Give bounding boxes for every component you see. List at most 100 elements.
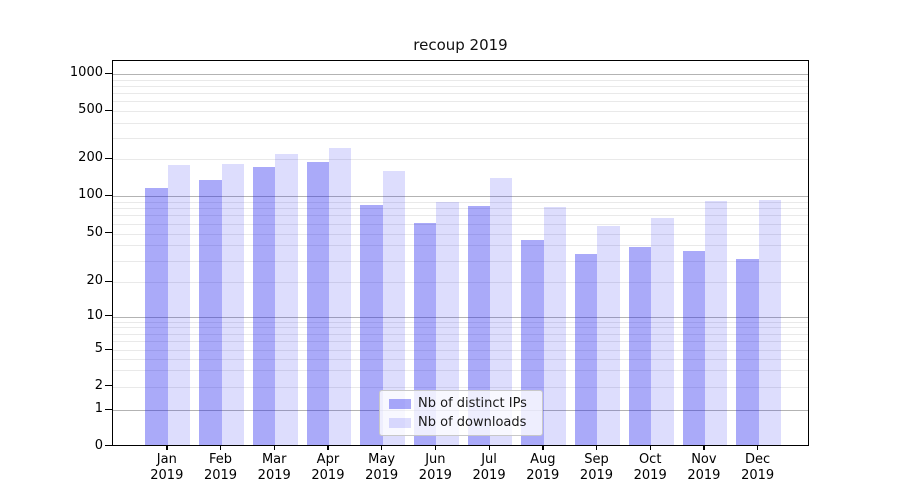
- y-tick-mark: [105, 385, 112, 387]
- chart-title: recoup 2019: [413, 36, 508, 54]
- x-tick-mark: [273, 446, 276, 450]
- gridline-minor: [113, 358, 808, 360]
- x-tick-mark: [757, 446, 759, 450]
- gridline-minor: [113, 122, 808, 124]
- y-tick-label: 1: [94, 401, 103, 416]
- bar-downloads-mar: [275, 154, 298, 445]
- y-tick-label: 10: [86, 307, 103, 323]
- y-tick-label: 500: [78, 102, 103, 117]
- gridline-minor: [113, 233, 808, 235]
- legend-item-distinct-ips: Nb of distinct IPs: [389, 396, 542, 411]
- x-tick-mark: [649, 446, 651, 450]
- bar-downloads-oct: [651, 217, 674, 445]
- bar-distinct-ips-sep: [575, 254, 598, 445]
- bar-distinct-ips-may: [360, 205, 383, 445]
- x-tick-label-apr: Apr 2019: [296, 452, 360, 484]
- gridline-minor: [113, 333, 808, 335]
- x-tick-label-jul: Jul 2019: [457, 452, 521, 484]
- legend: Nb of distinct IPs Nb of downloads: [379, 390, 543, 436]
- x-tick-label-nov: Nov 2019: [672, 452, 736, 484]
- bar-downloads-dec: [758, 199, 781, 445]
- bar-downloads-sep: [597, 225, 620, 445]
- bar-distinct-ips-mar: [252, 166, 276, 445]
- gridline-minor: [113, 260, 808, 262]
- y-tick-mark: [105, 109, 112, 111]
- gridline-minor: [113, 201, 808, 203]
- y-tick-label: 20: [86, 273, 103, 288]
- gridline-minor: [113, 208, 808, 210]
- x-tick-mark: [327, 446, 329, 450]
- x-tick-label-jan: Jan 2019: [135, 452, 199, 484]
- x-tick-year: 2019: [741, 468, 775, 483]
- bar-distinct-ips-jun: [413, 222, 437, 445]
- x-tick-mark: [542, 446, 544, 450]
- x-tick-mark: [488, 446, 490, 450]
- y-tick-mark: [105, 280, 112, 282]
- x-tick-label-jun: Jun 2019: [403, 452, 467, 484]
- y-tick-label: 50: [86, 224, 103, 240]
- x-tick-mark: [220, 446, 222, 450]
- plot-area: [112, 60, 809, 446]
- x-tick-label-dec: Dec 2019: [726, 452, 790, 484]
- x-tick-label-sep: Sep 2019: [564, 452, 628, 484]
- gridline-minor: [113, 341, 808, 343]
- x-tick-label-aug: Aug 2019: [511, 452, 575, 484]
- gridline-minor: [113, 245, 808, 247]
- x-tick-year: 2019: [418, 468, 452, 483]
- gridline-minor: [113, 86, 808, 88]
- legend-item-downloads: Nb of downloads: [389, 415, 542, 430]
- x-tick-year: 2019: [365, 468, 399, 483]
- bar-distinct-ips-nov: [682, 251, 705, 445]
- x-tick-year: 2019: [633, 468, 667, 483]
- gridline-minor: [113, 159, 808, 160]
- gridline-minor: [113, 101, 808, 103]
- y-tick-mark: [105, 232, 112, 234]
- bar-distinct-ips-dec: [736, 258, 759, 445]
- y-tick-label: 200: [78, 150, 103, 165]
- bar-distinct-ips-oct: [628, 246, 652, 445]
- y-tick-mark: [105, 194, 112, 196]
- y-tick-mark: [105, 408, 112, 410]
- x-tick-year: 2019: [150, 468, 184, 483]
- bar-downloads-feb: [221, 164, 244, 445]
- bar-downloads-nov: [704, 201, 728, 445]
- bar-downloads-may: [382, 171, 406, 445]
- bar-downloads-jan: [167, 164, 191, 445]
- x-tick-year: 2019: [579, 468, 614, 483]
- legend-swatch-downloads: [389, 417, 411, 428]
- bar-distinct-ips-feb: [199, 179, 222, 445]
- bar-downloads-apr: [328, 147, 352, 445]
- x-tick-year: 2019: [687, 468, 721, 483]
- x-tick-year: 2019: [472, 468, 506, 483]
- bar-downloads-aug: [543, 207, 567, 445]
- bar-distinct-ips-apr: [306, 161, 329, 445]
- y-tick-mark: [105, 157, 112, 159]
- gridline-minor: [113, 350, 808, 351]
- x-tick-mark: [381, 446, 383, 450]
- x-tick-year: 2019: [311, 468, 345, 483]
- x-tick-label-oct: Oct 2019: [618, 452, 682, 484]
- gridline-minor: [113, 93, 808, 95]
- gridline-minor: [113, 282, 808, 283]
- y-tick-label: 0: [94, 437, 103, 453]
- gridline-minor: [113, 321, 808, 323]
- gridline-major: [113, 196, 808, 197]
- x-tick-mark: [166, 446, 168, 450]
- x-tick-year: 2019: [526, 468, 560, 483]
- y-tick-mark: [105, 445, 112, 447]
- gridline-minor: [113, 327, 808, 329]
- bar-downloads-jun: [436, 202, 459, 445]
- y-tick-mark: [105, 315, 112, 317]
- gridline-minor: [113, 215, 808, 217]
- y-tick-label: 1000: [69, 65, 103, 81]
- x-tick-mark: [595, 446, 598, 450]
- y-tick-label: 100: [78, 187, 103, 202]
- legend-label-downloads: Nb of downloads: [418, 415, 527, 430]
- gridline-minor: [113, 137, 808, 139]
- x-tick-label-mar: Mar 2019: [242, 452, 306, 484]
- bar-distinct-ips-jan: [145, 187, 168, 445]
- gridline-major: [113, 74, 808, 76]
- x-tick-year: 2019: [257, 468, 291, 483]
- gridline-minor: [113, 370, 808, 372]
